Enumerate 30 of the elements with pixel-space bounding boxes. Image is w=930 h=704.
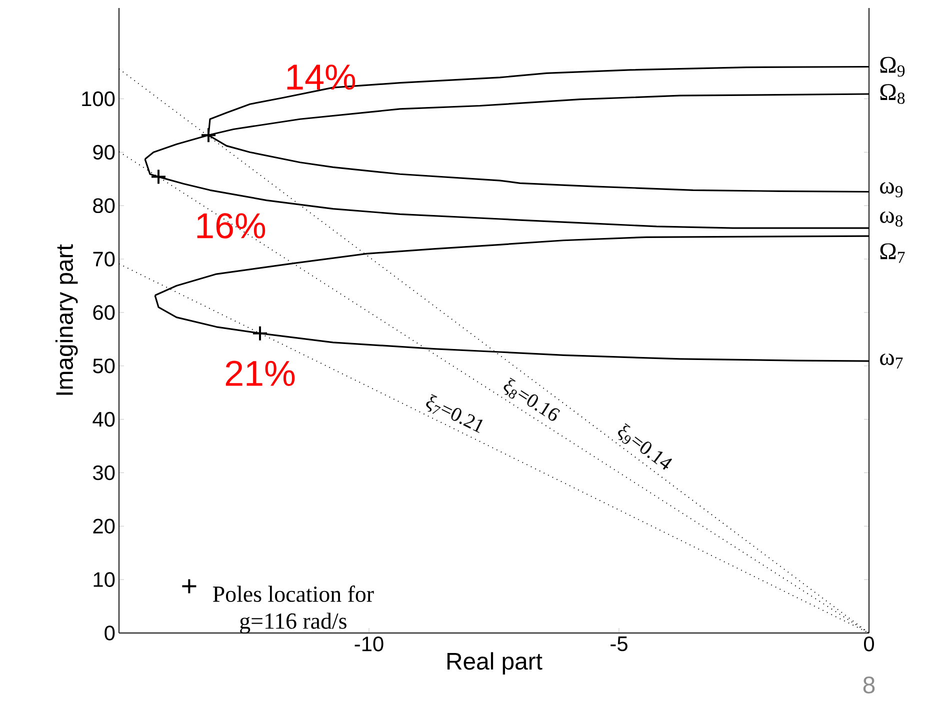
annotation: 21% bbox=[226, 360, 295, 386]
y-tick-label: 70 bbox=[93, 252, 115, 266]
text: 8 bbox=[863, 676, 875, 694]
y-tick-label: 20 bbox=[93, 518, 115, 534]
series-label: Ω$_{9}$ bbox=[880, 56, 905, 77]
y-tick-label: 50 bbox=[93, 358, 115, 374]
annotation: 16% bbox=[197, 213, 266, 238]
x-tick-label: -10 bbox=[354, 636, 384, 652]
text: ξ$_{7}$=0.21 bbox=[426, 394, 483, 433]
y-tick-label: 0 bbox=[104, 626, 115, 640]
series-label: Ω$_{8}$ bbox=[880, 84, 905, 104]
x-tick-label: 0 bbox=[864, 636, 874, 652]
y-tick-label: 90 bbox=[93, 144, 115, 160]
annotation: 14% bbox=[287, 64, 356, 90]
series-label: ω$_{8}$ bbox=[880, 212, 903, 227]
y-tick-label: 60 bbox=[93, 305, 115, 320]
legend-label: Poles location for g=116 rad/s bbox=[213, 586, 374, 634]
text: ξ$_{8}$=0.16 bbox=[504, 378, 560, 421]
series-label: Ω$_{7}$ bbox=[880, 243, 905, 263]
y-tick-label: 80 bbox=[93, 198, 115, 214]
y-axis-title: Imaginary part bbox=[55, 244, 78, 395]
x-tick-label: -5 bbox=[610, 636, 628, 652]
y-tick-label: 40 bbox=[92, 412, 115, 427]
text: ξ$_{9}$=0.14 bbox=[618, 423, 672, 470]
x-axis-title: Real part bbox=[447, 652, 542, 674]
y-tick-label: 100 bbox=[82, 91, 115, 106]
y-tick-label: 30 bbox=[93, 465, 115, 480]
series-label: ω$_{7}$ bbox=[880, 354, 903, 369]
series-label: ω$_{9}$ bbox=[880, 182, 903, 198]
y-tick-label: 10 bbox=[94, 572, 115, 587]
